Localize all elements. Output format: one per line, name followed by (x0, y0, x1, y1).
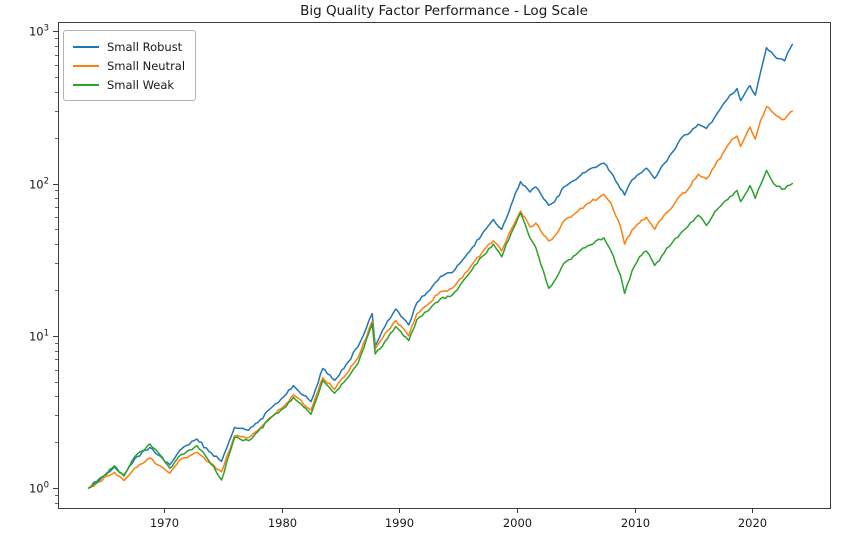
x-tick-label: 2010 (621, 516, 650, 530)
plot-frame (58, 22, 831, 509)
x-tick-label: 1990 (385, 516, 414, 530)
x-tick-label: 1970 (150, 516, 179, 530)
legend-item-small-neutral: Small Neutral (73, 56, 185, 75)
x-tick-label: 2020 (738, 516, 767, 530)
legend-label-small-neutral: Small Neutral (107, 58, 186, 73)
legend-label-small-weak: Small Weak (107, 77, 175, 92)
legend-label-small-robust: Small Robust (107, 39, 183, 54)
y-tick-label: 103 (29, 24, 49, 39)
x-tick-label: 2000 (503, 516, 532, 530)
chart-title: Big Quality Factor Performance - Log Sca… (300, 3, 588, 19)
legend-line-swatch-robust (73, 45, 99, 48)
legend-item-small-robust: Small Robust (73, 37, 185, 56)
legend-item-small-weak: Small Weak (73, 75, 185, 94)
x-tick-label: 1980 (268, 516, 297, 530)
legend: Small Robust Small Neutral Small Weak (63, 30, 197, 101)
series-line-small-robust (87, 43, 794, 489)
y-tick-label: 101 (29, 329, 49, 344)
legend-line-swatch-neutral (73, 64, 99, 67)
y-tick-label: 100 (29, 481, 49, 496)
y-tick-label: 102 (29, 177, 49, 192)
series-line-small-weak (87, 169, 794, 489)
legend-line-swatch-weak (73, 83, 99, 86)
series-line-small-neutral (87, 105, 794, 489)
